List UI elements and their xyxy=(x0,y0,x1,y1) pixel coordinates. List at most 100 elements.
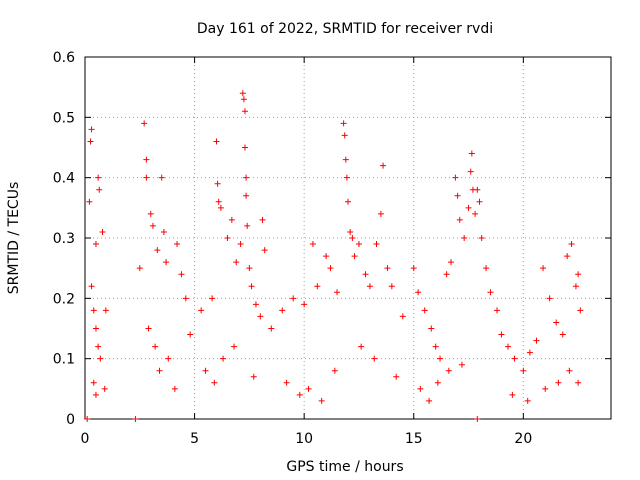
data-point xyxy=(566,367,573,374)
data-point xyxy=(564,253,571,260)
data-point xyxy=(202,367,209,374)
data-point xyxy=(96,186,103,193)
data-point xyxy=(237,241,244,248)
data-point xyxy=(95,174,102,181)
y-tick-label: 0 xyxy=(66,412,75,428)
data-point xyxy=(415,289,422,296)
data-point xyxy=(443,271,450,278)
data-point xyxy=(86,198,93,205)
data-point xyxy=(340,120,347,127)
data-point xyxy=(384,265,391,272)
data-point xyxy=(358,343,365,350)
data-point xyxy=(458,361,465,368)
data-point xyxy=(498,331,505,338)
data-point xyxy=(349,235,356,241)
data-point xyxy=(504,343,511,350)
data-point xyxy=(250,373,257,380)
data-point xyxy=(371,355,378,362)
data-point xyxy=(434,379,441,386)
data-point xyxy=(526,349,533,356)
data-point xyxy=(399,313,406,320)
data-point xyxy=(252,301,259,308)
data-point xyxy=(347,228,354,235)
data-point xyxy=(520,367,527,374)
data-point xyxy=(283,379,290,386)
data-point xyxy=(224,235,231,241)
data-point xyxy=(362,271,369,278)
data-point xyxy=(88,283,95,290)
data-point xyxy=(243,192,250,199)
data-point xyxy=(511,355,518,362)
data-point xyxy=(246,265,253,272)
data-point xyxy=(92,325,99,332)
data-point xyxy=(220,355,227,362)
data-point xyxy=(244,222,251,229)
data-point xyxy=(509,391,516,398)
data-point xyxy=(476,198,483,205)
data-point xyxy=(575,379,582,386)
data-point xyxy=(174,241,181,248)
data-point xyxy=(171,385,178,392)
data-point xyxy=(314,283,321,290)
data-point xyxy=(102,307,109,314)
data-point xyxy=(152,343,159,350)
data-point xyxy=(239,90,246,97)
data-point xyxy=(448,259,455,266)
data-point xyxy=(178,271,185,278)
data-point xyxy=(211,379,218,386)
data-point xyxy=(474,416,481,422)
data-point xyxy=(132,416,139,422)
data-point xyxy=(309,241,316,248)
grid xyxy=(85,57,611,419)
data-point xyxy=(88,126,95,133)
y-tick-label: 0.6 xyxy=(53,50,75,66)
y-tick-label: 0.3 xyxy=(53,231,75,247)
data-point xyxy=(366,283,373,290)
data-point xyxy=(156,367,163,374)
data-point xyxy=(268,325,275,332)
data-point xyxy=(428,325,435,332)
y-tick-label: 0.5 xyxy=(53,110,75,126)
data-point xyxy=(228,216,235,223)
data-point xyxy=(143,156,150,163)
data-point xyxy=(456,216,463,223)
y-tick-label: 0.1 xyxy=(53,352,75,368)
data-point xyxy=(533,337,540,344)
data-point xyxy=(248,283,255,290)
data-point xyxy=(467,168,474,175)
data-point xyxy=(145,325,152,332)
data-point xyxy=(198,307,205,314)
data-point xyxy=(575,271,582,278)
data-point xyxy=(241,108,248,115)
x-tick-label: 20 xyxy=(514,431,532,447)
data-point xyxy=(214,180,221,187)
data-point xyxy=(90,379,97,386)
data-point xyxy=(380,162,387,169)
data-point xyxy=(217,204,224,211)
data-point xyxy=(327,265,334,272)
data-point xyxy=(233,259,240,266)
data-point xyxy=(452,174,459,181)
data-point xyxy=(524,397,531,404)
data-point xyxy=(149,222,156,229)
data-point xyxy=(213,138,220,145)
chart-title: Day 161 of 2022, SRMTID for receiver rvd… xyxy=(197,21,493,37)
data-point xyxy=(318,397,325,404)
x-axis-label: GPS time / hours xyxy=(286,459,403,475)
data-point xyxy=(84,416,91,422)
data-point xyxy=(231,343,238,350)
data-point xyxy=(154,247,161,254)
data-point xyxy=(540,265,547,272)
data-point xyxy=(468,150,475,157)
x-tick-label: 0 xyxy=(81,431,90,447)
data-point xyxy=(334,289,341,296)
plot-frame xyxy=(84,56,612,420)
data-point xyxy=(410,265,417,272)
x-tick-label: 15 xyxy=(405,431,423,447)
data-point xyxy=(257,313,264,320)
data-point xyxy=(437,355,444,362)
data-point xyxy=(290,295,297,302)
y-tick-label: 0.2 xyxy=(53,291,75,307)
axis-ticks: 0 0.1 0.2 0.3 0.4 0.5 0.6 0 5 10 15 20 xyxy=(53,50,611,447)
data-point xyxy=(355,241,362,248)
